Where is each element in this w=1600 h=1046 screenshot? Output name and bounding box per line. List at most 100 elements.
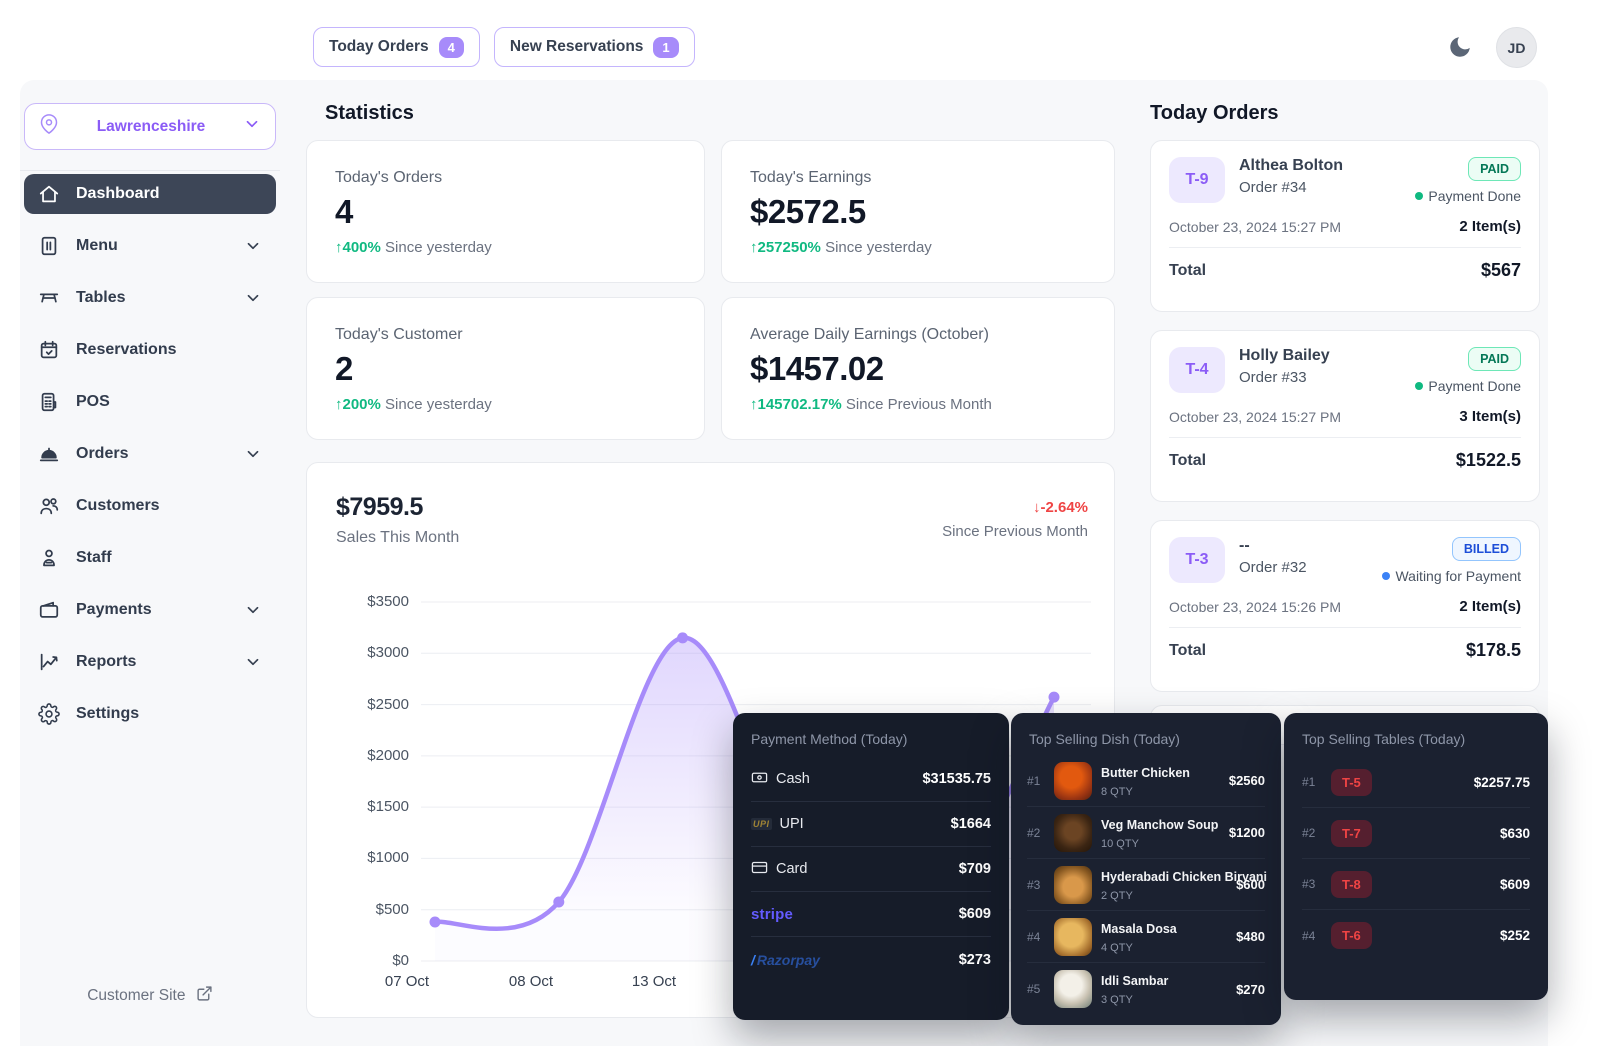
stat-label: Today's Customer xyxy=(335,326,463,343)
sidebar-item-customers[interactable]: Customers xyxy=(24,486,276,526)
dish-image xyxy=(1054,970,1092,1008)
table-rank: #4 xyxy=(1302,928,1316,943)
payment-row-cash: Cash $31535.75 xyxy=(751,757,991,802)
cloche-icon xyxy=(39,447,59,462)
stat-label: Today's Orders xyxy=(335,169,443,186)
arrow-down-icon: ↓ xyxy=(1032,499,1041,516)
payment-row-razorpay: / Razorpay $273 xyxy=(751,937,991,982)
order-card[interactable]: T-9 Althea Bolton Order #34 PAID Payment… xyxy=(1150,140,1540,312)
avatar-initials: JD xyxy=(1507,39,1526,56)
stat-delta: ↑400% Since yesterday xyxy=(335,239,492,256)
sidebar-item-label: POS xyxy=(76,393,110,410)
dish-rank: #4 xyxy=(1027,929,1041,944)
order-total-label: Total xyxy=(1169,261,1207,279)
dish-qty: 4 QTY xyxy=(1101,941,1133,954)
staff-person-icon xyxy=(43,549,55,567)
today-orders-button[interactable]: Today Orders 4 xyxy=(313,27,480,67)
stat-label: Today's Earnings xyxy=(750,169,872,186)
sales-delta-note: Since Previous Month xyxy=(942,523,1088,540)
sidebar-divider xyxy=(20,170,280,171)
table-row: #4 T-6 $252 xyxy=(1302,910,1530,961)
payment-row-card: Card $709 xyxy=(751,847,991,892)
arrow-up-icon: ↑ xyxy=(750,396,758,413)
sales-total: $7959.5 xyxy=(336,493,423,521)
order-total-label: Total xyxy=(1169,641,1207,659)
sidebar-item-pos[interactable]: POS xyxy=(24,382,276,422)
arrow-up-icon: ↑ xyxy=(750,239,758,256)
payment-amount: $1664 xyxy=(950,816,991,832)
order-card[interactable]: T-3 -- Order #32 BILLED Waiting for Paym… xyxy=(1150,520,1540,692)
table-badge: T-9 xyxy=(1169,157,1225,203)
razorpay-logo: / Razorpay xyxy=(751,951,820,968)
table-amount: $630 xyxy=(1499,825,1530,841)
status-badge: PAID xyxy=(1468,347,1521,371)
chevron-down-icon xyxy=(247,606,259,614)
today-orders-button-label: Today Orders xyxy=(329,38,429,55)
y-tick: $2500 xyxy=(367,695,409,713)
sidebar-item-payments[interactable]: Payments xyxy=(24,590,276,630)
order-card[interactable]: T-4 Holly Bailey Order #33 PAID Payment … xyxy=(1150,330,1540,502)
stat-card-todays-orders: Today's Orders 4 ↑400% Since yesterday xyxy=(306,140,705,283)
table-rank: #3 xyxy=(1302,877,1316,891)
x-tick: 07 Oct xyxy=(384,973,430,990)
chevron-down-icon xyxy=(243,115,261,138)
dark-mode-toggle[interactable] xyxy=(1444,32,1476,64)
sidebar-item-reservations[interactable]: Reservations xyxy=(24,330,276,370)
stat-value: 2 xyxy=(335,350,353,387)
razorpay-mark-icon: / xyxy=(751,951,755,968)
payment-row-stripe: stripe $609 xyxy=(751,892,991,937)
dish-row: #1 Butter Chicken 8 QTY $2560 xyxy=(1027,755,1265,807)
dish-amount: $2560 xyxy=(1228,773,1265,788)
table-amount: $2257.75 xyxy=(1473,774,1530,790)
dish-amount: $1200 xyxy=(1228,825,1265,840)
dish-amount: $270 xyxy=(1236,981,1265,997)
sidebar-item-label: Reservations xyxy=(76,341,177,358)
sidebar-item-reports[interactable]: Reports xyxy=(24,642,276,682)
customer-site-link[interactable]: Customer Site xyxy=(20,985,280,1007)
credit-card-icon xyxy=(751,859,768,880)
table-row: #3 T-8 $609 xyxy=(1302,859,1530,910)
dish-image xyxy=(1054,813,1092,852)
table-icon xyxy=(39,293,59,303)
x-tick: 13 Oct xyxy=(631,973,677,990)
order-items: 2 Item(s) xyxy=(1459,218,1521,235)
dish-qty: 2 QTY xyxy=(1101,889,1133,902)
sidebar-item-orders[interactable]: Orders xyxy=(24,434,276,474)
upi-logo-icon: UPI xyxy=(751,818,772,830)
sidebar-item-label: Customers xyxy=(76,497,160,514)
chevron-down-icon xyxy=(247,450,259,458)
order-customer: -- xyxy=(1239,537,1250,554)
sidebar-item-settings[interactable]: Settings xyxy=(24,694,276,734)
status-badge: BILLED xyxy=(1451,537,1521,561)
sidebar-item-label: Settings xyxy=(76,705,140,722)
table-badge: T-5 xyxy=(1331,768,1372,796)
arrow-up-icon: ↑ xyxy=(335,239,343,256)
green-dot-icon xyxy=(1415,192,1424,200)
sidebar-item-tables[interactable]: Tables xyxy=(24,278,276,318)
location-selector[interactable]: Lawrenceshire xyxy=(24,103,276,150)
sidebar-item-menu[interactable]: Menu xyxy=(24,226,276,266)
order-items: 3 Item(s) xyxy=(1459,408,1521,425)
dish-amount: $480 xyxy=(1236,929,1265,944)
table-amount: $609 xyxy=(1499,876,1530,892)
dish-row: #5 Idli Sambar 3 QTY $270 xyxy=(1027,963,1265,1015)
y-tick: $3500 xyxy=(367,593,409,610)
new-reservations-button[interactable]: New Reservations 1 xyxy=(493,27,695,67)
dish-name: Hyderabadi Chicken Biryani xyxy=(1101,869,1268,884)
payment-amount: $609 xyxy=(958,906,991,922)
order-items: 2 Item(s) xyxy=(1459,598,1521,615)
dish-name: Masala Dosa xyxy=(1101,921,1177,936)
table-row: #1 T-5 $2257.75 xyxy=(1302,757,1530,808)
sidebar-item-dashboard[interactable]: Dashboard xyxy=(24,174,276,214)
chart-y-axis-labels: $3500 $3000 $2500 $2000 $1500 $1000 $500… xyxy=(331,593,409,970)
stat-value: $1457.02 xyxy=(750,350,884,387)
chevron-down-icon xyxy=(247,242,259,250)
sidebar: Lawrenceshire Dashboard Menu Tables xyxy=(20,80,290,1046)
y-tick: $1500 xyxy=(367,798,409,816)
order-total-value: $178.5 xyxy=(1465,640,1521,660)
dish-qty: 3 QTY xyxy=(1101,994,1133,1006)
sidebar-item-staff[interactable]: Staff xyxy=(24,538,276,578)
user-avatar[interactable]: JD xyxy=(1496,27,1537,68)
dish-row: #3 Hyderabadi Chicken Biryani 2 QTY $600 xyxy=(1027,859,1268,911)
dish-qty: 8 QTY xyxy=(1101,785,1133,798)
